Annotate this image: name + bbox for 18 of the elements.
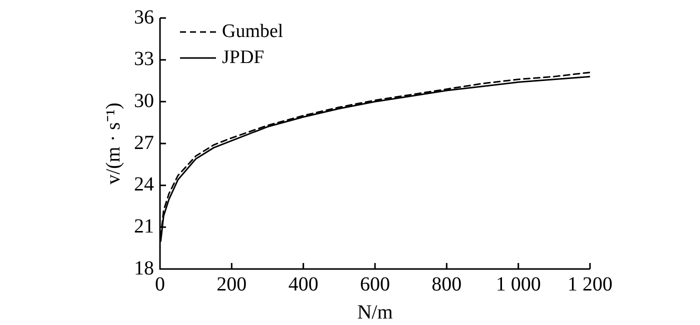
x-tick-label: 0 [155, 273, 165, 296]
x-tick-label: 1 200 [568, 273, 612, 296]
y-tick-label: 24 [134, 174, 154, 196]
legend-label: JPDF [222, 46, 264, 68]
y-axis-title: v/(m · s⁻¹) [102, 102, 124, 184]
y-tick-label: 21 [134, 215, 154, 238]
x-axis-title: N/m [357, 301, 394, 324]
x-tick-label: 800 [432, 273, 462, 296]
x-tick-label: 400 [288, 273, 318, 296]
y-tick-label: 30 [134, 90, 154, 112]
legend-label: Gumbel [222, 20, 284, 42]
x-tick-label: 600 [360, 273, 390, 296]
y-tick-label: 36 [134, 6, 154, 28]
y-tick-label: 18 [134, 257, 154, 280]
y-tick-label: 27 [134, 132, 154, 154]
x-tick-label: 1 000 [496, 273, 541, 296]
x-tick-label: 200 [216, 273, 247, 296]
y-tick-label: 33 [134, 48, 154, 70]
